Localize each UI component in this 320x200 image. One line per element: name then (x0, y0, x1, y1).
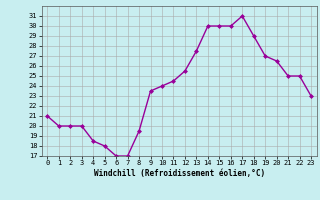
X-axis label: Windchill (Refroidissement éolien,°C): Windchill (Refroidissement éolien,°C) (94, 169, 265, 178)
